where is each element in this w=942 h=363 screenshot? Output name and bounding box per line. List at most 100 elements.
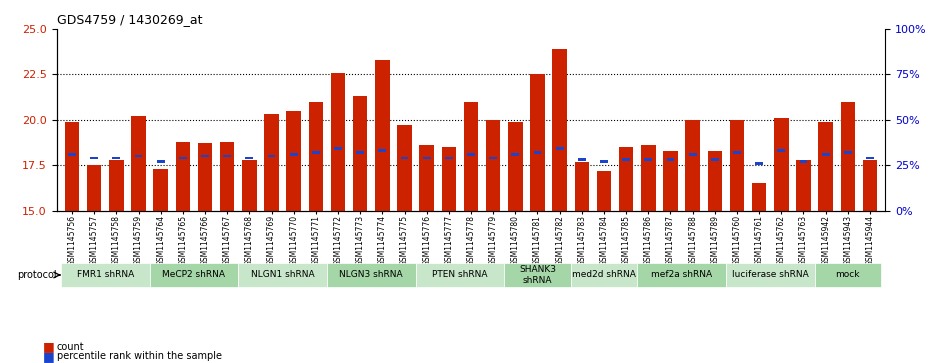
Text: protocol: protocol bbox=[17, 270, 57, 280]
Text: PTEN shRNA: PTEN shRNA bbox=[432, 270, 488, 280]
Bar bbox=[821, 153, 830, 156]
Bar bbox=[552, 49, 567, 211]
FancyBboxPatch shape bbox=[504, 263, 571, 287]
Bar bbox=[87, 165, 102, 211]
Bar bbox=[622, 158, 630, 161]
Bar bbox=[356, 151, 365, 154]
Bar bbox=[198, 143, 212, 211]
Bar bbox=[419, 145, 434, 211]
FancyBboxPatch shape bbox=[415, 263, 504, 287]
Bar bbox=[353, 96, 367, 211]
Bar bbox=[286, 111, 300, 211]
FancyBboxPatch shape bbox=[61, 263, 150, 287]
Bar bbox=[309, 102, 323, 211]
Bar bbox=[840, 102, 855, 211]
Bar bbox=[707, 151, 722, 211]
Bar bbox=[223, 155, 231, 158]
Text: med2d shRNA: med2d shRNA bbox=[572, 270, 636, 280]
Bar bbox=[711, 158, 719, 161]
Bar bbox=[268, 155, 275, 158]
Bar bbox=[863, 160, 877, 211]
Bar bbox=[777, 149, 786, 152]
Bar bbox=[577, 158, 586, 161]
Bar bbox=[334, 147, 342, 150]
Bar bbox=[796, 160, 811, 211]
FancyBboxPatch shape bbox=[150, 263, 238, 287]
Text: ■: ■ bbox=[42, 340, 54, 353]
Text: mock: mock bbox=[836, 270, 860, 280]
FancyBboxPatch shape bbox=[726, 263, 815, 287]
Bar bbox=[467, 153, 475, 156]
Bar bbox=[175, 142, 190, 211]
FancyBboxPatch shape bbox=[327, 263, 415, 287]
Bar bbox=[400, 156, 409, 159]
Bar bbox=[774, 118, 788, 211]
FancyBboxPatch shape bbox=[238, 263, 327, 287]
Bar bbox=[667, 158, 674, 161]
Bar bbox=[755, 162, 763, 165]
Bar bbox=[423, 156, 430, 159]
Bar bbox=[689, 153, 696, 156]
Bar bbox=[179, 156, 187, 159]
Bar bbox=[600, 160, 608, 163]
Text: mef2a shRNA: mef2a shRNA bbox=[651, 270, 712, 280]
Bar bbox=[533, 151, 542, 154]
Text: NLGN3 shRNA: NLGN3 shRNA bbox=[339, 270, 403, 280]
Bar bbox=[642, 145, 656, 211]
Bar bbox=[463, 102, 479, 211]
Bar bbox=[619, 147, 633, 211]
Bar bbox=[733, 151, 741, 154]
Text: FMR1 shRNA: FMR1 shRNA bbox=[76, 270, 134, 280]
Bar bbox=[131, 116, 146, 211]
Bar bbox=[375, 60, 390, 211]
Bar bbox=[486, 120, 500, 211]
Bar bbox=[752, 183, 767, 211]
Bar bbox=[312, 151, 319, 154]
Bar bbox=[597, 171, 611, 211]
Bar bbox=[512, 153, 519, 156]
Bar bbox=[445, 156, 453, 159]
Bar bbox=[800, 160, 807, 163]
Text: GDS4759 / 1430269_at: GDS4759 / 1430269_at bbox=[57, 13, 202, 26]
Bar bbox=[265, 114, 279, 211]
Bar bbox=[65, 122, 79, 211]
Bar bbox=[245, 156, 253, 159]
Bar bbox=[220, 142, 235, 211]
Bar bbox=[290, 153, 298, 156]
Text: luciferase shRNA: luciferase shRNA bbox=[732, 270, 808, 280]
Bar bbox=[508, 122, 523, 211]
Bar bbox=[530, 74, 544, 211]
Bar bbox=[556, 147, 563, 150]
Bar bbox=[398, 125, 412, 211]
Bar bbox=[68, 153, 76, 156]
Bar bbox=[575, 162, 589, 211]
Text: ■: ■ bbox=[42, 350, 54, 363]
Bar bbox=[331, 73, 345, 211]
Bar bbox=[819, 122, 833, 211]
Bar bbox=[154, 169, 168, 211]
Bar bbox=[109, 160, 123, 211]
Bar bbox=[489, 156, 497, 159]
Bar bbox=[156, 160, 165, 163]
FancyBboxPatch shape bbox=[571, 263, 637, 287]
Bar bbox=[135, 155, 142, 158]
FancyBboxPatch shape bbox=[637, 263, 726, 287]
Bar bbox=[730, 120, 744, 211]
Bar bbox=[844, 151, 852, 154]
Text: count: count bbox=[57, 342, 84, 352]
Text: SHANK3
shRNA: SHANK3 shRNA bbox=[519, 265, 556, 285]
Bar bbox=[644, 158, 652, 161]
Bar bbox=[112, 156, 121, 159]
Bar bbox=[242, 160, 256, 211]
Text: percentile rank within the sample: percentile rank within the sample bbox=[57, 351, 221, 362]
Bar bbox=[90, 156, 98, 159]
Text: NLGN1 shRNA: NLGN1 shRNA bbox=[251, 270, 315, 280]
Bar bbox=[442, 147, 456, 211]
Text: MeCP2 shRNA: MeCP2 shRNA bbox=[162, 270, 225, 280]
Bar bbox=[379, 149, 386, 152]
Bar bbox=[663, 151, 677, 211]
Bar bbox=[686, 120, 700, 211]
FancyBboxPatch shape bbox=[815, 263, 881, 287]
Bar bbox=[201, 155, 209, 158]
Bar bbox=[866, 156, 874, 159]
